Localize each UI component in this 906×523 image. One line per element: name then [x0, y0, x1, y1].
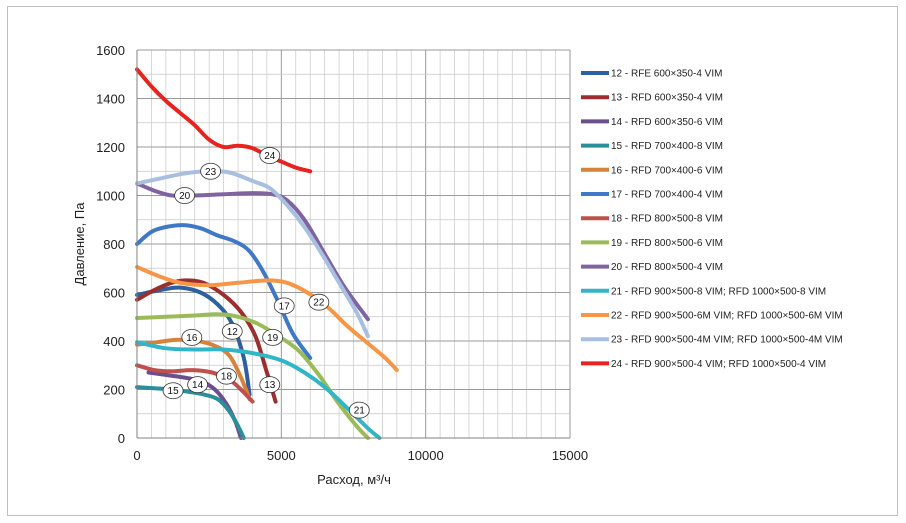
curve-badge-label-13: 13 [264, 380, 276, 391]
series-line-12 [135, 285, 252, 397]
curve-badge-label-12: 12 [227, 327, 239, 338]
x-axis-title: Расход, м³/ч [317, 472, 391, 487]
series-line-23 [135, 169, 370, 339]
series-line-16 [135, 337, 252, 402]
y-tick-label: 600 [103, 286, 125, 301]
series-lines [135, 67, 399, 440]
axes: Давление, Па Расход, м³/ч 02004006008001… [72, 43, 588, 487]
y-tick-label: 1400 [96, 92, 125, 107]
curve-badge-label-21: 21 [354, 406, 366, 417]
legend-label-19: 19 - RFD 800×500-6 VIM [611, 238, 723, 249]
curve-badges: 12 13 14 15 16 17 18 19 20 21 22 23 24 [162, 147, 370, 419]
curve-badge-label-16: 16 [186, 333, 198, 344]
y-tick-label: 400 [103, 334, 125, 349]
x-tick-label: 5000 [267, 448, 296, 463]
legend-label-22: 22 - RFD 900×500-6M VIM; RFD 1000×500-6M… [611, 311, 843, 322]
curve-badge-19 [262, 328, 284, 346]
curve-badge-label-23: 23 [205, 167, 217, 178]
curve-badge-20 [174, 187, 196, 204]
chart-frame: 12 13 14 15 16 17 18 19 20 21 22 23 24 Давление, Па … [7, 6, 898, 516]
series-line-18 [135, 363, 255, 404]
curve-badge-label-24: 24 [264, 151, 276, 162]
y-tick-label: 800 [103, 237, 125, 252]
curve-badge-16 [181, 328, 203, 346]
legend-label-14: 14 - RFD 600×350-6 VIM [611, 117, 723, 128]
legend-label-23: 23 - RFD 900×500-4M VIM; RFD 1000×500-4M… [611, 335, 843, 346]
y-tick-label: 1000 [96, 189, 125, 204]
y-tick-label: 0 [118, 431, 125, 446]
curve-badge-label-15: 15 [168, 386, 180, 397]
legend-label-13: 13 - RFD 600×350-4 VIM [611, 93, 723, 104]
legend-label-24: 24 - RFD 900×500-4 VIM; RFD 1000×500-4 V… [611, 359, 826, 370]
series-line-20 [135, 181, 370, 322]
series-line-22 [135, 265, 399, 373]
x-tick-label: 15000 [552, 448, 588, 463]
series-line-24 [135, 67, 313, 174]
curve-badge-label-18: 18 [221, 372, 233, 383]
curve-badge-12 [221, 322, 243, 340]
grid [136, 49, 571, 439]
curve-badge-14 [187, 376, 209, 394]
curve-badge-23 [200, 162, 222, 180]
legend-label-15: 15 - RFD 700×400-8 VIM [611, 141, 723, 152]
curve-badge-label-14: 14 [192, 380, 204, 391]
curve-badge-label-22: 22 [313, 298, 325, 309]
curve-badge-label-19: 19 [267, 333, 279, 344]
legend-label-16: 16 - RFD 700×400-6 VIM [611, 165, 723, 176]
curve-badge-22 [308, 293, 330, 311]
legend-label-17: 17 - RFD 700×400-4 VIM [611, 190, 723, 201]
y-tick-label: 1600 [96, 43, 125, 58]
legend-label-21: 21 - RFD 900×500-8 VIM; RFD 1000×500-8 V… [611, 286, 826, 297]
curve-badge-17 [273, 297, 295, 315]
x-tick-label: 10000 [408, 448, 444, 463]
legend-label-12: 12 - RFE 600×350-4 VIM [611, 69, 722, 80]
legend-label-18: 18 - RFD 800×500-8 VIM [611, 214, 723, 225]
series-line-15 [135, 385, 246, 440]
x-tick-label: 0 [133, 448, 140, 463]
curve-badge-15 [162, 382, 184, 400]
curve-badge-18 [216, 367, 237, 385]
y-tick-label: 200 [103, 383, 125, 398]
curve-badge-13 [259, 376, 281, 394]
curve-badge-label-20: 20 [179, 191, 191, 202]
legend: 12 - RFE 600×350-4 VIM 13 - RFD 600×350-4… [581, 69, 843, 370]
curve-badge-21 [348, 401, 370, 419]
y-axis-title: Давление, Па [72, 202, 87, 286]
curve-badge-label-17: 17 [279, 301, 291, 312]
y-tick-label: 1200 [96, 140, 125, 155]
series-line-19 [135, 312, 370, 440]
curve-badge-24 [259, 147, 281, 164]
legend-label-20: 20 - RFD 800×500-4 VIM [611, 262, 723, 273]
